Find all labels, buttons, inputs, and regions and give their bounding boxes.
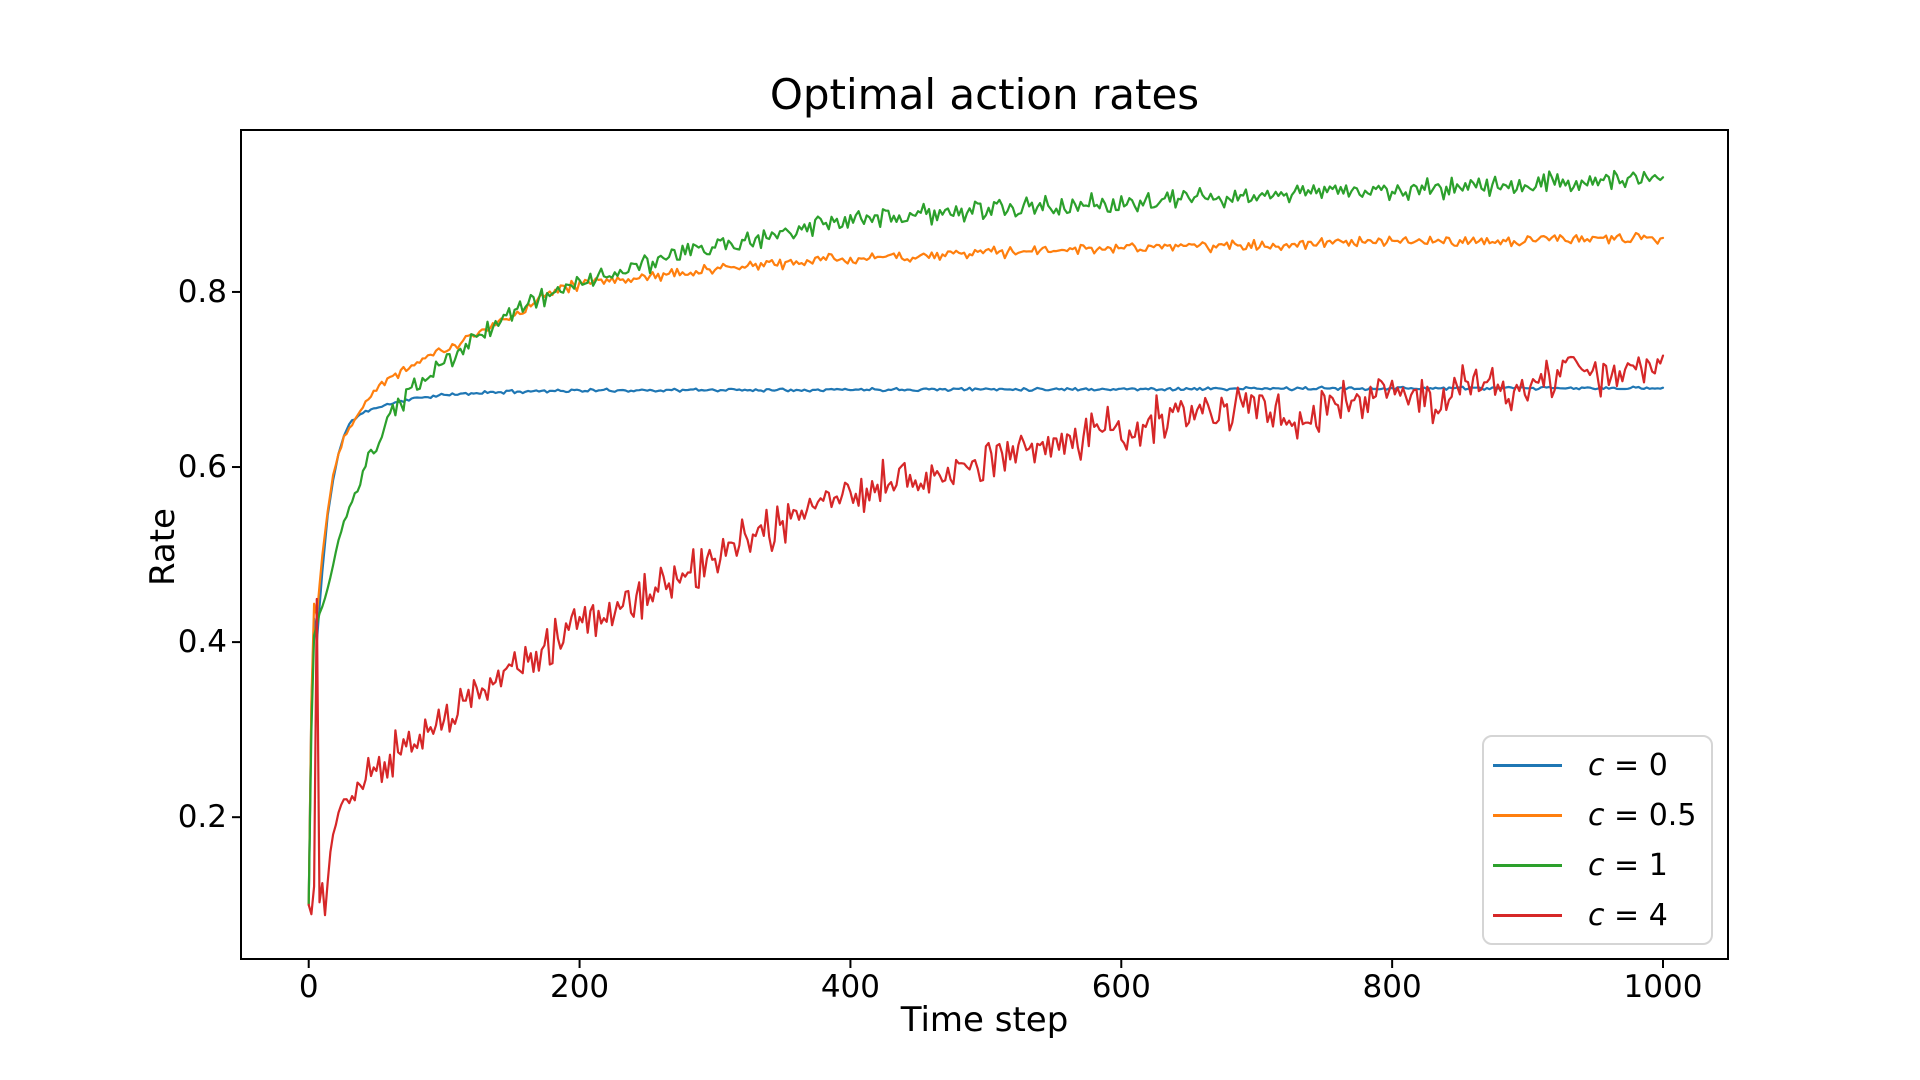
y-tick-label: 0.2 [177,799,227,836]
legend-item: c = 0 [1484,740,1711,790]
legend-line-swatch [1493,813,1562,817]
y-tick-label: 0.8 [177,273,227,310]
x-tick-label: 400 [820,969,880,1005]
legend-label: c = 0.5 [1588,797,1697,833]
legend-line-swatch [1493,913,1562,917]
legend-item: c = 4 [1484,890,1711,940]
chart-title: Optimal action rates [769,70,1200,119]
y-tick-label: 0.4 [177,624,227,661]
y-tick-label: 0.6 [177,449,227,486]
series-line-1 [307,169,1665,905]
x-tick-label: 800 [1362,969,1422,1005]
legend-line-swatch [1493,863,1562,867]
series-line-4 [307,354,1665,917]
x-tick-label: 200 [549,969,610,1005]
series-line-0 [307,385,1665,906]
x-tick-label: 600 [1091,969,1151,1005]
legend-item: c = 1 [1484,840,1711,890]
legend: c = 0 c = 0.5 c = 1 c = 4 [1482,735,1713,945]
legend-label: c = 1 [1588,847,1668,883]
y-axis-label: Rate [143,508,183,586]
axes-spines [240,129,1729,960]
legend-label: c = 4 [1588,897,1668,933]
legend-label: c = 0 [1588,747,1668,783]
x-tick-label: 1000 [1623,969,1703,1005]
x-axis-label: Time step [900,1000,1069,1040]
x-tick-label: 0 [298,969,319,1005]
legend-item: c = 0.5 [1484,790,1711,840]
legend-line-swatch [1493,763,1562,767]
series-line-0-5 [307,231,1665,907]
